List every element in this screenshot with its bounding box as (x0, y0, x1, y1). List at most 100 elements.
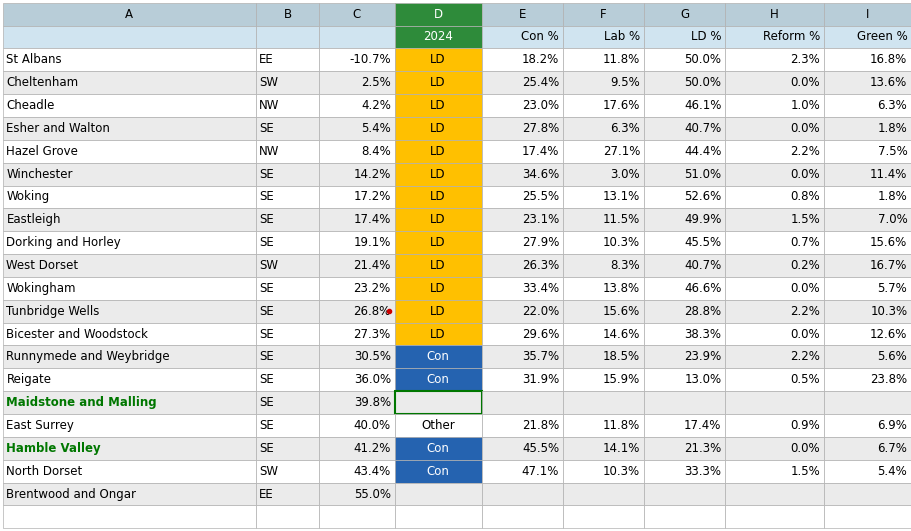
Bar (824, 277, 911, 300)
Text: 41.2%: 41.2% (353, 442, 391, 455)
Bar (725, 391, 824, 414)
Bar (725, 25, 824, 48)
Text: Con: Con (426, 465, 449, 478)
Text: 38.3%: 38.3% (684, 328, 722, 340)
Bar (644, 277, 725, 300)
Bar (482, 3, 563, 25)
Text: SE: SE (260, 305, 274, 318)
Bar (482, 117, 563, 140)
Text: 1.5%: 1.5% (791, 465, 820, 478)
Bar (3, 254, 256, 277)
Bar (256, 506, 319, 528)
Text: 45.5%: 45.5% (684, 236, 722, 249)
Bar (482, 208, 563, 231)
Bar (319, 391, 394, 414)
Bar (482, 162, 563, 185)
Bar (725, 254, 824, 277)
Text: Hamble Valley: Hamble Valley (6, 442, 101, 455)
Bar (256, 369, 319, 391)
Bar (3, 94, 256, 117)
Bar (256, 300, 319, 323)
Text: SE: SE (260, 328, 274, 340)
Bar (563, 277, 644, 300)
Bar (394, 483, 482, 506)
Text: SW: SW (260, 259, 279, 272)
Text: 5.4%: 5.4% (877, 465, 907, 478)
Text: 2.2%: 2.2% (791, 350, 820, 363)
Bar (482, 140, 563, 162)
Text: 5.6%: 5.6% (877, 350, 907, 363)
Text: 2.5%: 2.5% (361, 76, 391, 89)
Bar (644, 231, 725, 254)
Bar (824, 71, 911, 94)
Text: 2024: 2024 (423, 30, 453, 44)
Text: 14.2%: 14.2% (353, 168, 391, 181)
Bar (319, 185, 394, 208)
Text: 6.3%: 6.3% (610, 122, 640, 135)
Text: 30.5%: 30.5% (353, 350, 391, 363)
Bar (256, 437, 319, 460)
Bar (563, 391, 644, 414)
Bar (644, 483, 725, 506)
Bar (319, 483, 394, 506)
Text: 36.0%: 36.0% (353, 373, 391, 386)
Bar (394, 506, 482, 528)
Bar (319, 300, 394, 323)
Bar (3, 71, 256, 94)
Text: I: I (865, 7, 869, 21)
Text: SE: SE (260, 442, 274, 455)
Bar (563, 25, 644, 48)
Bar (563, 254, 644, 277)
Text: 27.8%: 27.8% (522, 122, 559, 135)
Bar (394, 323, 482, 346)
Text: 8.3%: 8.3% (610, 259, 640, 272)
Bar (256, 346, 319, 369)
Text: 40.0%: 40.0% (353, 419, 391, 432)
Bar (725, 369, 824, 391)
Bar (394, 140, 482, 162)
Text: 29.6%: 29.6% (522, 328, 559, 340)
Text: 6.3%: 6.3% (877, 99, 907, 112)
Bar (563, 185, 644, 208)
Bar (644, 300, 725, 323)
Bar (563, 460, 644, 483)
Text: 11.8%: 11.8% (603, 53, 640, 66)
Bar (256, 94, 319, 117)
Bar (482, 300, 563, 323)
Text: 7.0%: 7.0% (877, 213, 907, 226)
Text: LD: LD (430, 282, 445, 295)
Text: Bicester and Woodstock: Bicester and Woodstock (6, 328, 148, 340)
Text: Con: Con (426, 442, 449, 455)
Bar (3, 483, 256, 506)
Bar (563, 162, 644, 185)
Bar (725, 117, 824, 140)
Text: 13.6%: 13.6% (870, 76, 907, 89)
Text: 0.7%: 0.7% (791, 236, 820, 249)
Text: 45.5%: 45.5% (522, 442, 559, 455)
Text: Wokingham: Wokingham (6, 282, 76, 295)
Bar (482, 25, 563, 48)
Bar (394, 437, 482, 460)
Text: LD: LD (430, 236, 445, 249)
Bar (644, 71, 725, 94)
Bar (319, 162, 394, 185)
Bar (725, 323, 824, 346)
Text: 21.8%: 21.8% (522, 419, 559, 432)
Bar (482, 277, 563, 300)
Bar (256, 3, 319, 25)
Bar (319, 140, 394, 162)
Bar (394, 185, 482, 208)
Bar (3, 460, 256, 483)
Bar (563, 300, 644, 323)
Bar (394, 277, 482, 300)
Text: Cheltenham: Cheltenham (6, 76, 78, 89)
Bar (3, 208, 256, 231)
Bar (482, 346, 563, 369)
Text: 49.9%: 49.9% (684, 213, 722, 226)
Text: Con: Con (426, 373, 449, 386)
Text: 16.7%: 16.7% (870, 259, 907, 272)
Text: 0.0%: 0.0% (791, 168, 820, 181)
Text: 17.4%: 17.4% (684, 419, 722, 432)
Bar (725, 185, 824, 208)
Bar (394, 208, 482, 231)
